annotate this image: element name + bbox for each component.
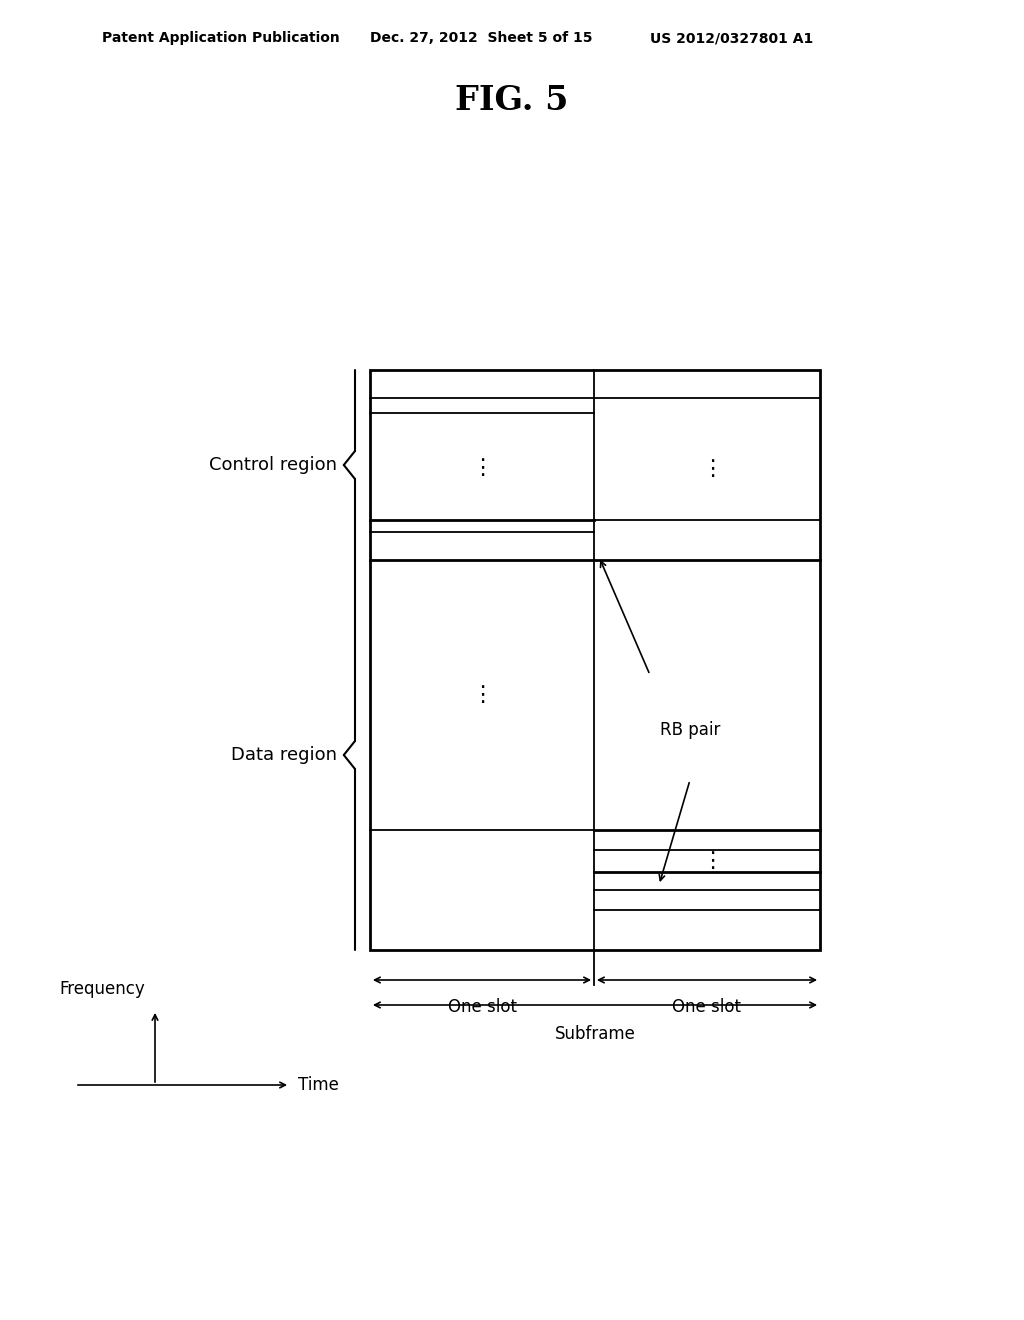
- Text: Data region: Data region: [231, 746, 337, 764]
- Text: Subframe: Subframe: [555, 1026, 636, 1043]
- Text: One slot: One slot: [447, 998, 516, 1016]
- Text: US 2012/0327801 A1: US 2012/0327801 A1: [650, 30, 813, 45]
- Text: ⋮: ⋮: [471, 458, 494, 478]
- Text: ⋮: ⋮: [700, 851, 723, 871]
- Text: ⋮: ⋮: [700, 459, 723, 479]
- Text: Dec. 27, 2012  Sheet 5 of 15: Dec. 27, 2012 Sheet 5 of 15: [370, 30, 593, 45]
- Text: RB pair: RB pair: [660, 721, 720, 739]
- Text: Patent Application Publication: Patent Application Publication: [102, 30, 340, 45]
- Bar: [370, 370, 820, 950]
- Text: Time: Time: [298, 1076, 339, 1094]
- Text: ⋮: ⋮: [471, 685, 494, 705]
- Text: FIG. 5: FIG. 5: [456, 83, 568, 116]
- Text: Control region: Control region: [209, 455, 337, 474]
- Text: One slot: One slot: [673, 998, 741, 1016]
- Text: Frequency: Frequency: [59, 979, 145, 998]
